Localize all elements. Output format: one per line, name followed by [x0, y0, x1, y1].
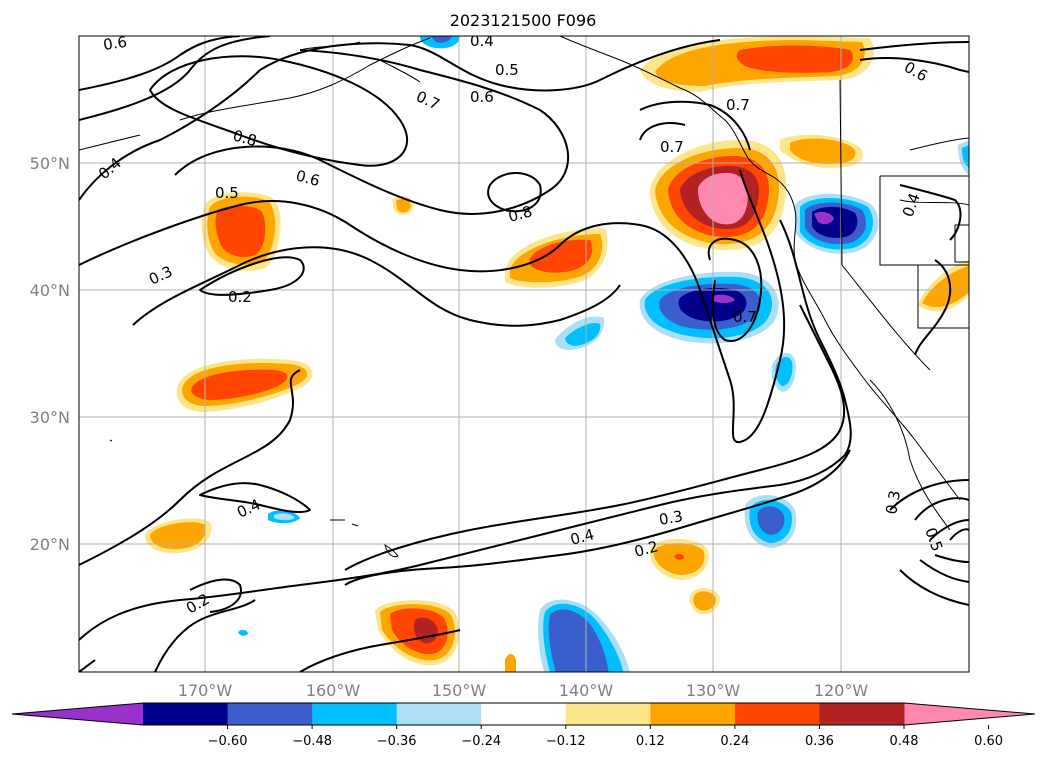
colorbar-segment: [734, 703, 820, 725]
lon-label: 140°W: [559, 681, 614, 700]
colorbar-segment: [396, 703, 482, 725]
colorbar-segment: [143, 703, 229, 725]
anomaly-blob-positive-central: [505, 228, 608, 288]
colorbar-tick-label: 0.48: [890, 734, 919, 749]
lon-label: 130°W: [686, 681, 741, 700]
colorbar-extend-max: [904, 703, 1035, 725]
lon-label: 160°W: [306, 681, 361, 700]
contour-label: 0.3: [658, 507, 685, 529]
anomaly-blob-gulf-alaska: [640, 36, 874, 92]
map-title: 2023121500 F096: [450, 11, 597, 30]
lon-label: 170°W: [178, 681, 233, 700]
contour-label: 0.2: [228, 288, 252, 306]
latitude-labels: 50°N 40°N 30°N 20°N: [30, 154, 70, 554]
map-frame: [78, 35, 970, 673]
colorbar-tick-label: −0.12: [546, 734, 586, 749]
colorbar-tick-label: 0.24: [720, 734, 749, 749]
contour-label: 0.5: [215, 184, 239, 202]
colorbar-extend-min: [12, 703, 143, 725]
contour-label: 0.7: [726, 96, 750, 114]
colorbar-segment: [227, 703, 313, 725]
colorbar-tick-label: −0.60: [208, 734, 248, 749]
colorbar-tick-label: 0.12: [636, 734, 665, 749]
lat-label: 50°N: [30, 154, 70, 173]
anomaly-blob-positive-south: [375, 600, 460, 666]
contour-label: 0.8: [506, 202, 534, 226]
contour-label: 0.2: [632, 537, 660, 561]
colorbar-segment: [565, 703, 651, 725]
colorbar-tick-label: 0.36: [805, 734, 834, 749]
contour-lines: [79, 36, 969, 672]
contour-label: 0.5: [495, 61, 519, 79]
anomaly-blob-positive-subtropical: [649, 538, 709, 580]
lat-label: 20°N: [30, 535, 70, 554]
colorbar-tick-label: −0.24: [461, 734, 501, 749]
lon-label: 150°W: [432, 681, 487, 700]
contour-label: 0.7: [660, 138, 684, 156]
colorbar-segment: [312, 703, 398, 725]
lat-label: 30°N: [30, 408, 70, 427]
shaded-field: [145, 36, 969, 672]
colorbar-segment: [650, 703, 736, 725]
contour-label: 0.4: [470, 32, 494, 50]
colorbar-outline: [11, 702, 1036, 726]
contour-label: 0.8: [231, 126, 259, 150]
contour-label: 0.6: [294, 166, 322, 190]
contour-label: 0.7: [733, 308, 757, 326]
anomaly-blob-positive-main: [650, 140, 787, 251]
contour-label: 0.6: [102, 33, 128, 54]
map-area: 0.6 0.4 0.5 0.6 0.7 0.6 0.7 0.8 0.7 0.4 …: [79, 32, 969, 672]
anomaly-blob-positive-sw: [145, 518, 212, 554]
colorbar: −0.60 −0.48 −0.36 −0.24 −0.12 0.12 0.24 0.36 0.4…: [11, 702, 1036, 749]
colorbar-segment: [819, 703, 905, 725]
longitude-labels: 170°W 160°W 150°W 140°W 130°W 120°W: [178, 681, 869, 700]
lat-label: 40°N: [30, 281, 70, 300]
colorbar-segment: [481, 703, 567, 725]
contour-label: 0.3: [882, 489, 904, 516]
colorbar-tick-label: −0.48: [292, 734, 332, 749]
colorbar-tick-label: −0.36: [377, 734, 417, 749]
anomaly-blob-negative-oregon: [795, 193, 879, 254]
anomaly-blob-bc-coast: [780, 134, 863, 168]
anomaly-blob-negative-subtropical: [744, 494, 797, 548]
coastlines: [79, 36, 969, 558]
anomaly-blob-positive-west-34n: [176, 358, 313, 412]
colorbar-tick-label: 0.60: [974, 734, 1003, 749]
anomaly-blob-positive-west-45n: [201, 192, 281, 271]
graticule: [79, 36, 969, 672]
contour-label: 0.6: [470, 88, 494, 106]
contour-label: 0.4: [568, 525, 596, 549]
anomaly-blob-negative-south: [538, 599, 630, 672]
anomaly-blob-small-pos-3: [505, 654, 516, 672]
lon-label: 120°W: [814, 681, 869, 700]
